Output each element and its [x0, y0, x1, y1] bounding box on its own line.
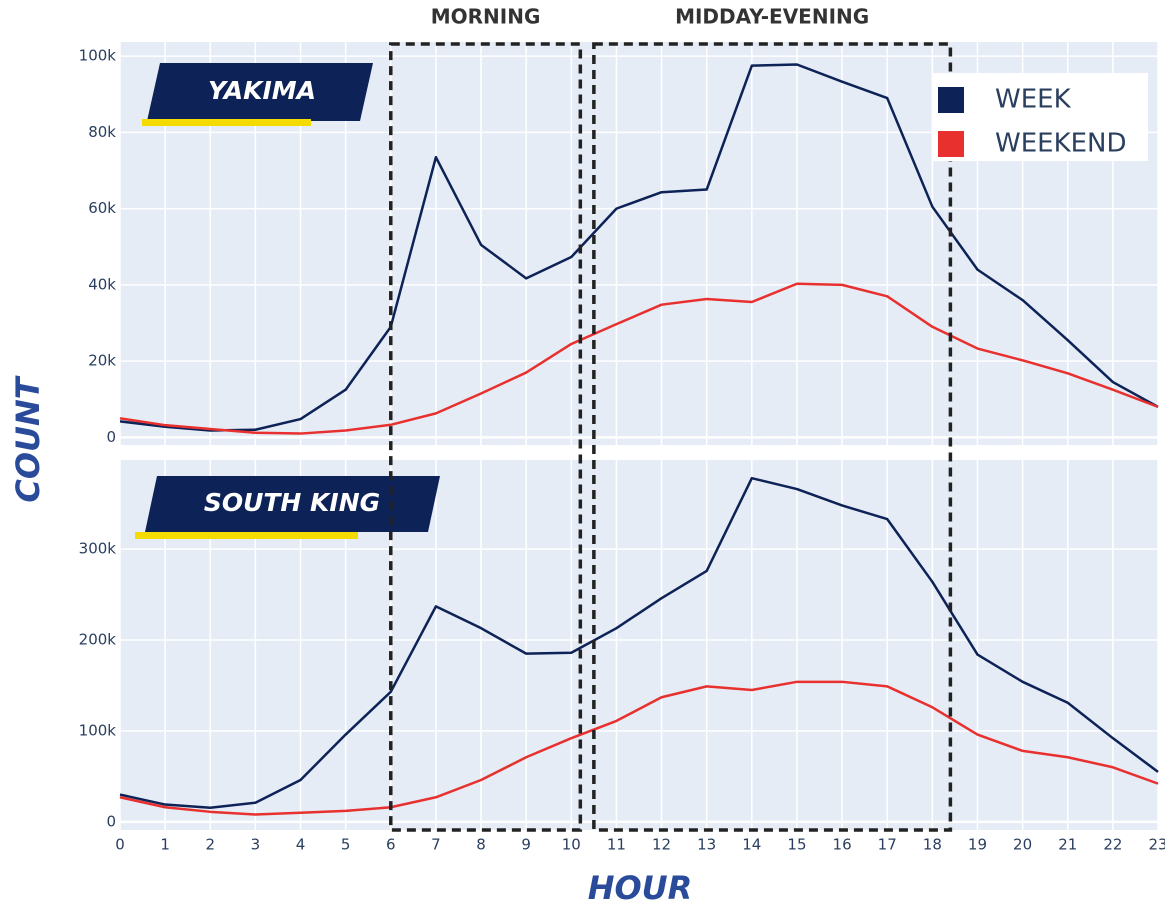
- y-tick-label: 60k: [88, 199, 116, 217]
- y-axis-label: COUNT: [9, 375, 47, 502]
- series-line: [119, 680, 1159, 816]
- x-tick-label: 13: [697, 836, 716, 854]
- x-tick-label: 3: [251, 836, 261, 854]
- x-tick-label: 6: [386, 836, 396, 854]
- panel-title: SOUTH KING: [204, 488, 380, 517]
- series-line: [119, 63, 1159, 432]
- x-tick-label: 19: [968, 836, 987, 854]
- x-tick-label: 23: [1148, 836, 1165, 854]
- y-tick-label: 0: [106, 812, 116, 830]
- x-tick-label: 0: [115, 836, 125, 854]
- x-tick-label: 15: [787, 836, 806, 854]
- y-tick-label: 100k: [79, 47, 117, 65]
- x-tick-label: 1: [160, 836, 170, 854]
- y-tick-label: 200k: [79, 631, 117, 649]
- legend-label: WEEK: [995, 85, 1072, 115]
- y-tick-label: 20k: [88, 352, 116, 370]
- panel-title: YAKIMA: [208, 76, 316, 105]
- legend-swatch: [938, 87, 964, 113]
- x-tick-label: 11: [607, 836, 626, 854]
- y-tick-label: 100k: [79, 721, 117, 739]
- annotation-box: [389, 42, 583, 832]
- x-axis-label: HOUR: [588, 869, 693, 906]
- x-tick-label: 17: [878, 836, 897, 854]
- legend-box: [932, 73, 1148, 161]
- x-tick-label: 9: [521, 836, 531, 854]
- y-tick-label: 40k: [88, 275, 116, 293]
- x-tick-label: 22: [1103, 836, 1122, 854]
- y-tick-label: 80k: [88, 123, 116, 141]
- x-tick-label: 10: [562, 836, 581, 854]
- x-tick-label: 20: [1013, 836, 1032, 854]
- x-tick-label: 2: [205, 836, 215, 854]
- x-tick-label: 16: [833, 836, 852, 854]
- annotation-label: MIDDAY-EVENING: [675, 5, 869, 29]
- annotation-label: MORNING: [431, 5, 541, 29]
- title-underline: [142, 119, 311, 126]
- legend: WEEK WEEKEND: [932, 73, 1148, 161]
- legend-label: WEEKEND: [995, 129, 1127, 159]
- x-tick-label: 5: [341, 836, 351, 854]
- x-tick-label: 7: [431, 836, 441, 854]
- x-tick-label: 12: [652, 836, 671, 854]
- x-tick-label: 8: [476, 836, 486, 854]
- annotation-box: [592, 42, 953, 832]
- series-line: [119, 282, 1159, 435]
- legend-swatch: [938, 131, 964, 157]
- title-underline: [135, 532, 358, 539]
- title-badge: [147, 63, 373, 121]
- y-tick-label: 0: [106, 428, 116, 446]
- x-tick-label: 21: [1058, 836, 1077, 854]
- x-tick-label: 18: [923, 836, 942, 854]
- x-tick-label: 4: [296, 836, 306, 854]
- x-tick-label: 14: [742, 836, 761, 854]
- title-badge: [145, 476, 440, 532]
- series-line: [119, 476, 1159, 809]
- y-tick-label: 300k: [79, 540, 117, 558]
